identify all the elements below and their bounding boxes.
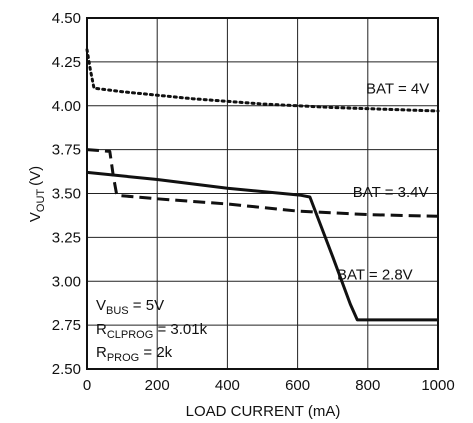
x-tick-label: 400 xyxy=(215,377,240,394)
y-tick-label: 3.25 xyxy=(52,229,81,246)
x-tick-label: 800 xyxy=(355,377,380,394)
y-tick-label: 2.75 xyxy=(52,317,81,334)
y-tick-label: 3.75 xyxy=(52,142,81,159)
y-tick-label: 2.50 xyxy=(52,361,81,378)
x-tick-label: 200 xyxy=(145,377,170,394)
y-tick-label: 3.50 xyxy=(52,186,81,203)
x-tick-label: 0 xyxy=(83,377,91,394)
y-tick-label: 4.50 xyxy=(52,10,81,27)
tick-labels: 0 200 400 600 800 1000 2.50 2.75 3.00 3.25 3.50 3.7… xyxy=(52,10,455,394)
grid xyxy=(87,18,438,369)
bat-34v-label: BAT = 3.4V xyxy=(353,184,429,201)
plot-frame xyxy=(86,17,439,370)
series-line-1 xyxy=(85,48,440,113)
rclprog-condition: RCLPROG = 3.01k xyxy=(96,321,208,341)
y-tick-label: 4.25 xyxy=(52,54,81,71)
test-conditions: VBUS = 5V RCLPROG = 3.01k RPROG = 2k xyxy=(96,297,208,364)
rprog-condition: RPROG = 2k xyxy=(96,344,173,364)
bat-4v-label: BAT = 4V xyxy=(366,80,429,97)
series-annotations: BAT = 4V BAT = 3.4V BAT = 2.8V xyxy=(337,80,429,283)
series-group xyxy=(85,48,440,322)
series-line-3 xyxy=(86,170,438,322)
y-tick-label: 4.00 xyxy=(52,98,81,115)
y-axis-label-unit: (V) xyxy=(27,166,44,186)
x-tick-label: 600 xyxy=(285,377,310,394)
bat-28v-label: BAT = 2.8V xyxy=(337,266,413,283)
y-tick-label: 3.00 xyxy=(52,273,81,290)
y-axis-label-sub: OUT xyxy=(35,189,47,213)
y-axis-label-main: V xyxy=(27,212,44,222)
x-tick-label: 1000 xyxy=(421,377,454,394)
y-axis-label: VOUT (V) xyxy=(27,166,47,222)
x-axis-label: LOAD CURRENT (mA) xyxy=(186,403,341,420)
vbus-condition: VBUS = 5V xyxy=(96,297,164,317)
series-line-2 xyxy=(86,148,439,218)
